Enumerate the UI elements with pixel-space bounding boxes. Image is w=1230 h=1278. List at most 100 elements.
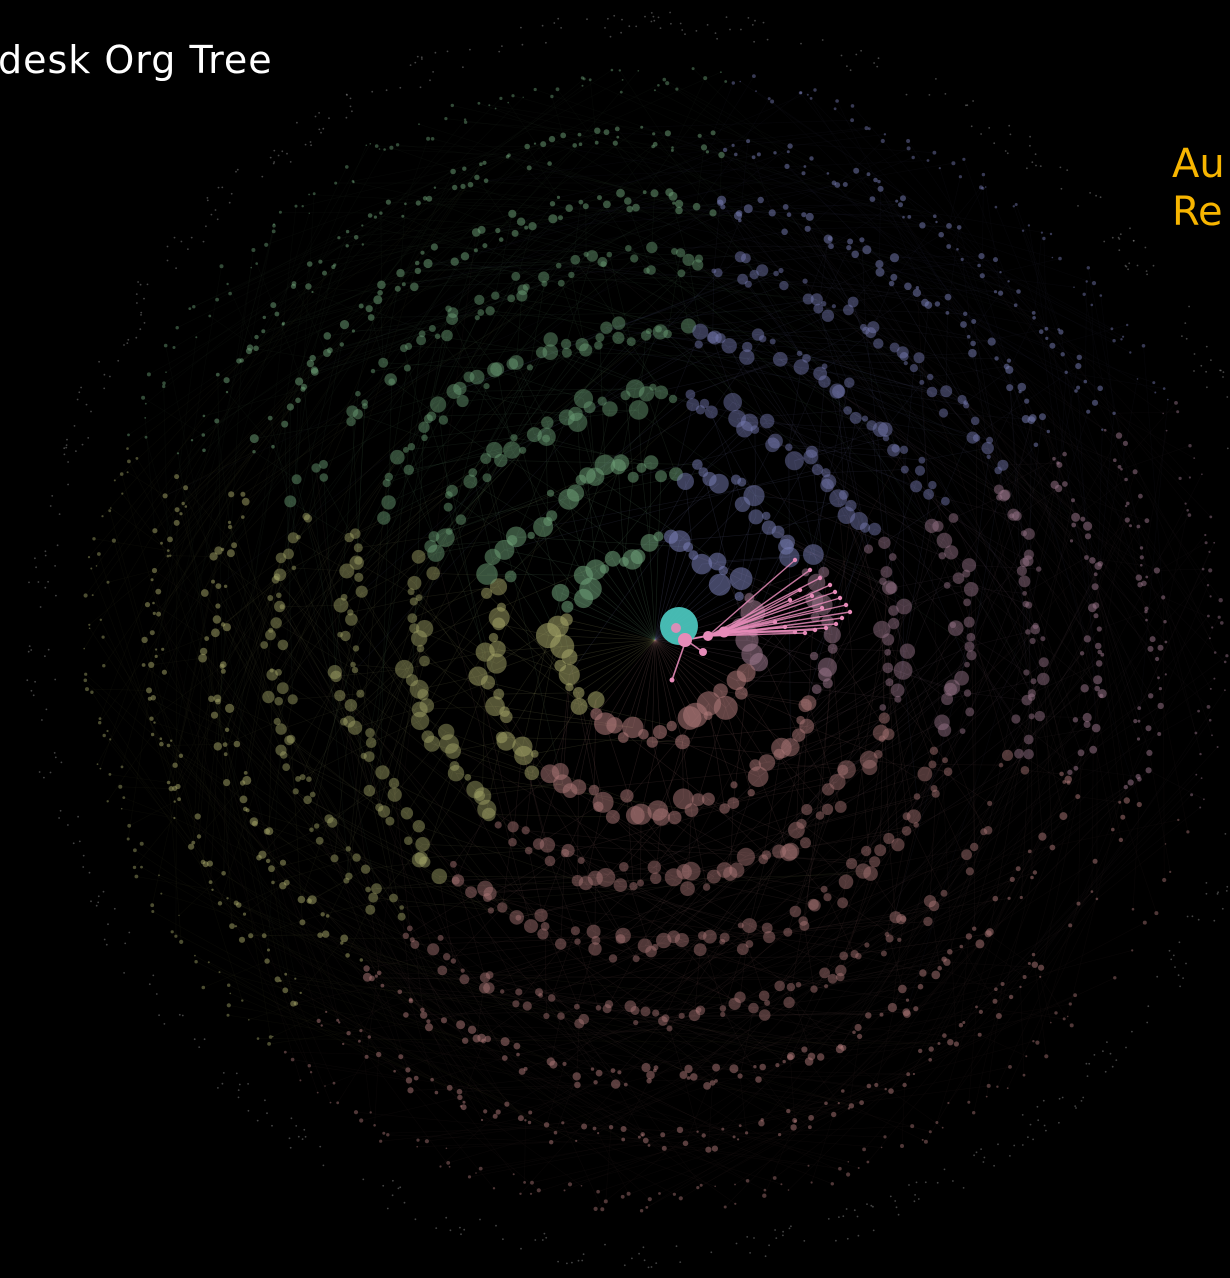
highlight-leaf-node[interactable] bbox=[812, 627, 818, 633]
tree-node bbox=[911, 155, 915, 160]
highlight-leaf-node[interactable] bbox=[782, 624, 788, 630]
tree-edge bbox=[654, 798, 709, 868]
tree-edge bbox=[516, 295, 523, 363]
tree-node bbox=[1022, 600, 1030, 608]
tree-node bbox=[623, 1082, 628, 1087]
highlight-leaf-node[interactable] bbox=[772, 619, 778, 625]
tree-node bbox=[575, 338, 589, 352]
highlight-leaf-node[interactable] bbox=[792, 557, 798, 563]
tree-node bbox=[967, 1100, 971, 1104]
tree-edge bbox=[182, 272, 401, 504]
tree-node bbox=[913, 352, 925, 364]
highlight-leaf-node[interactable] bbox=[819, 605, 825, 611]
tree-node bbox=[728, 997, 741, 1010]
tree-node bbox=[1208, 718, 1212, 722]
highlight-leaf-node[interactable] bbox=[792, 629, 798, 635]
root-manager-node[interactable] bbox=[678, 633, 692, 647]
tree-node bbox=[434, 51, 437, 54]
tree-edge bbox=[312, 880, 347, 901]
tree-edge bbox=[286, 882, 327, 1012]
highlight-leaf-node[interactable] bbox=[817, 575, 823, 581]
tree-node bbox=[448, 1165, 451, 1168]
highlight-node-icon[interactable] bbox=[718, 626, 730, 638]
highlight-node-icon[interactable] bbox=[703, 631, 713, 641]
tree-node bbox=[718, 565, 728, 576]
tree-edge bbox=[269, 831, 338, 1021]
tree-edge bbox=[754, 429, 945, 541]
tree-edge bbox=[480, 1119, 763, 1169]
tree-node bbox=[512, 1000, 520, 1008]
highlight-branch[interactable] bbox=[669, 557, 853, 683]
tree-node bbox=[154, 654, 158, 659]
tree-node bbox=[135, 293, 138, 295]
tree-node bbox=[910, 480, 923, 493]
tree-node bbox=[353, 543, 363, 553]
tree-node bbox=[406, 925, 413, 932]
highlight-leaf-node[interactable] bbox=[827, 582, 833, 588]
tree-edge bbox=[623, 561, 656, 641]
tree-edge bbox=[1021, 716, 1032, 898]
tree-node bbox=[1204, 533, 1207, 537]
tree-edge bbox=[973, 437, 977, 929]
highlight-leaf-node[interactable] bbox=[809, 593, 815, 599]
tree-edge bbox=[350, 597, 420, 613]
tree-node bbox=[701, 1133, 706, 1138]
tree-edge bbox=[453, 270, 763, 392]
tree-node bbox=[524, 846, 533, 855]
tree-node bbox=[494, 453, 508, 468]
highlight-leaf-node[interactable] bbox=[787, 597, 793, 603]
tree-node bbox=[462, 1100, 466, 1104]
tree-edge bbox=[638, 409, 642, 468]
tree-node bbox=[986, 1083, 991, 1088]
highlight-leaf-node[interactable] bbox=[847, 609, 853, 615]
highlight-leaf-node[interactable] bbox=[832, 589, 838, 595]
tree-node bbox=[739, 80, 741, 83]
root-child-node[interactable] bbox=[671, 623, 681, 633]
highlight-node-icon[interactable] bbox=[699, 648, 707, 656]
tree-node bbox=[1066, 169, 1069, 172]
tree-edge bbox=[348, 772, 383, 849]
tree-node bbox=[966, 104, 969, 107]
tree-edge bbox=[638, 335, 647, 410]
highlight-leaf-node[interactable] bbox=[839, 615, 845, 621]
tree-node bbox=[963, 689, 972, 697]
highlight-leaf-node[interactable] bbox=[802, 630, 808, 636]
tree-node bbox=[593, 1080, 598, 1085]
tree-node bbox=[222, 1072, 225, 1074]
tree-node bbox=[318, 112, 320, 114]
highlight-leaf-node[interactable] bbox=[833, 621, 839, 627]
tree-edge bbox=[886, 830, 907, 935]
highlight-leaf-node[interactable] bbox=[843, 602, 849, 608]
tree-edge bbox=[128, 348, 257, 436]
tree-edge bbox=[948, 187, 982, 227]
tree-node bbox=[294, 977, 297, 980]
highlight-leaf-node[interactable] bbox=[823, 625, 829, 631]
tree-node bbox=[691, 553, 713, 575]
tree-node bbox=[983, 826, 993, 835]
tree-node bbox=[127, 338, 130, 341]
tree-node bbox=[362, 972, 372, 982]
highlight-leaf-node[interactable] bbox=[797, 587, 803, 593]
tree-node bbox=[541, 24, 544, 27]
tree-node bbox=[103, 373, 106, 376]
tree-node bbox=[43, 776, 45, 779]
highlight-leaf-node[interactable] bbox=[807, 567, 813, 573]
tree-node bbox=[350, 528, 361, 539]
tree-node bbox=[498, 50, 501, 53]
tree-node bbox=[82, 866, 85, 868]
tree-node bbox=[1213, 651, 1217, 654]
tree-node bbox=[962, 569, 971, 578]
highlight-node-icon[interactable] bbox=[669, 677, 675, 683]
tree-edge bbox=[379, 292, 384, 363]
tree-edge bbox=[811, 674, 1167, 1057]
tree-node bbox=[705, 150, 710, 154]
tree-edge bbox=[1016, 488, 1059, 517]
highlighted-person-label-line1: Au bbox=[1172, 141, 1225, 187]
highlight-leaf-node[interactable] bbox=[837, 595, 843, 601]
root-node-group[interactable] bbox=[660, 607, 698, 647]
tree-node bbox=[226, 549, 235, 558]
tree-node bbox=[364, 1054, 369, 1059]
tree-edge bbox=[654, 639, 672, 727]
